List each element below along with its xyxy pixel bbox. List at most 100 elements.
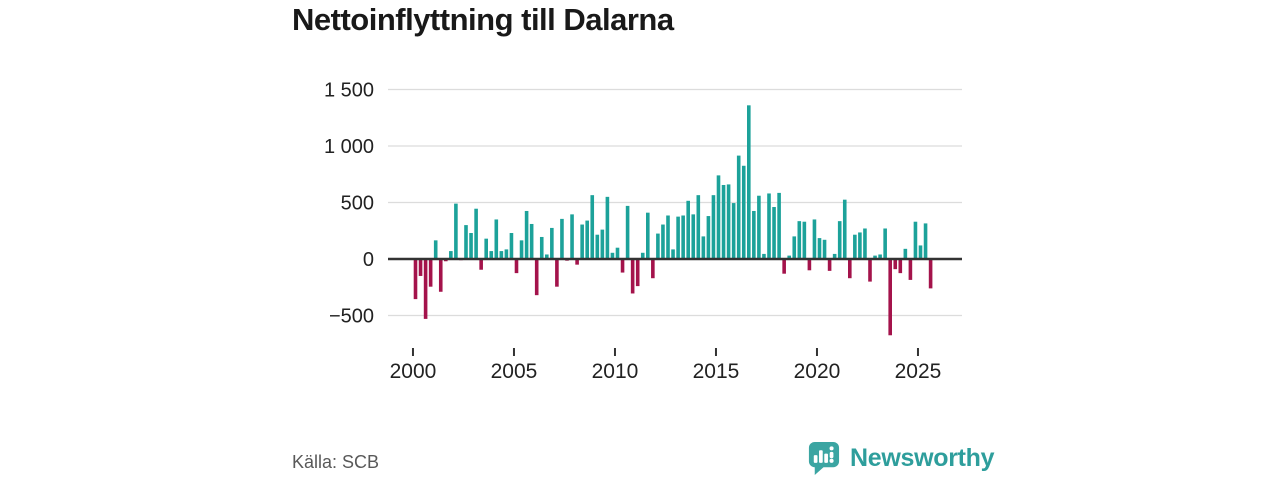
bar-positive — [787, 255, 791, 259]
bar-positive — [863, 228, 867, 259]
bar-negative — [630, 259, 635, 294]
bar-negative — [534, 259, 539, 296]
bar-positive — [878, 254, 882, 259]
bar-positive — [625, 205, 630, 259]
bar-negative — [807, 259, 812, 271]
x-axis-label: 2000 — [390, 360, 437, 383]
bar-negative — [848, 259, 852, 279]
newsworthy-chart-bubble-icon — [808, 441, 840, 476]
bar-positive — [726, 184, 731, 259]
bar-positive — [701, 236, 706, 259]
bar-positive — [595, 234, 600, 259]
bar-positive — [661, 224, 665, 259]
bar-positive — [913, 221, 918, 259]
bar-negative — [898, 259, 903, 274]
bar-positive — [731, 203, 736, 259]
bar-negative — [827, 259, 832, 271]
chart-title: Nettoinflyttning till Dalarna — [292, 2, 674, 37]
bar-positive — [529, 223, 534, 259]
bar-positive — [696, 195, 701, 259]
bar-positive — [918, 245, 923, 259]
bar-positive — [741, 165, 746, 259]
bar-negative — [555, 259, 559, 287]
bar-positive — [656, 233, 660, 259]
bar-negative — [635, 259, 640, 287]
bar-positive — [676, 216, 680, 259]
newsworthy-logo: Newsworthy — [806, 440, 995, 476]
bar-positive — [923, 223, 928, 259]
bar-positive — [767, 193, 771, 259]
bar-positive — [433, 240, 438, 259]
bar-negative — [575, 259, 579, 265]
bar-positive — [646, 212, 650, 259]
bar-positive — [504, 249, 509, 259]
bar-negative — [479, 259, 483, 270]
bar-positive — [509, 233, 514, 259]
bar-positive — [691, 214, 696, 259]
bar-positive — [600, 229, 605, 259]
bar-negative — [620, 259, 625, 273]
bar-positive — [822, 239, 827, 259]
bar-positive — [590, 195, 595, 259]
bar-positive — [853, 234, 857, 259]
bar-positive — [817, 238, 822, 259]
bar-positive — [524, 210, 529, 259]
bar-negative — [908, 259, 913, 280]
bar-positive — [873, 255, 877, 259]
bar-positive — [545, 254, 549, 259]
bar-positive — [812, 219, 817, 259]
bar-positive — [671, 249, 675, 259]
bar-positive — [464, 225, 468, 259]
x-axis-label: 2020 — [794, 360, 841, 383]
x-axis-label: 2005 — [491, 360, 538, 383]
y-axis-label: 0 — [363, 249, 374, 271]
bar-positive — [686, 200, 690, 259]
bar-positive — [681, 215, 685, 259]
bar-positive — [762, 253, 766, 259]
bar-positive — [474, 208, 478, 259]
bar-positive — [802, 221, 807, 259]
bar-negative — [928, 259, 933, 289]
bar-positive — [883, 228, 887, 259]
bar-positive — [716, 175, 721, 259]
bar-positive — [736, 155, 741, 259]
bar-positive — [489, 251, 494, 259]
bar-positive — [449, 251, 453, 259]
bar-positive — [842, 199, 847, 259]
bar-positive — [832, 253, 837, 259]
bar-positive — [499, 251, 504, 259]
bar-negative — [651, 259, 655, 279]
bar-negative — [868, 259, 872, 282]
bar-negative — [418, 259, 423, 276]
y-axis-label: 1 000 — [324, 136, 374, 158]
bar-positive — [585, 220, 589, 259]
bar-negative — [514, 259, 519, 274]
source-note: Källa: SCB — [292, 452, 380, 472]
bar-positive — [747, 105, 751, 259]
bar-positive — [494, 219, 499, 259]
bar-negative — [428, 259, 433, 287]
bar-positive — [519, 240, 524, 259]
bar-positive — [484, 238, 488, 259]
y-axis-label: −500 — [329, 306, 374, 328]
bar-positive — [711, 195, 716, 259]
bar-positive — [706, 216, 711, 259]
bar-positive — [539, 236, 544, 259]
bar-positive — [610, 252, 615, 259]
bar-negative — [782, 259, 786, 274]
bar-positive — [792, 236, 797, 259]
bar-positive — [752, 210, 756, 259]
bar-positive — [615, 247, 620, 259]
bar-positive — [570, 214, 574, 259]
y-axis-label: 500 — [341, 193, 374, 215]
bar-positive — [560, 218, 564, 259]
bar-negative — [438, 259, 443, 292]
bar-positive — [454, 203, 458, 259]
bar-positive — [837, 221, 842, 259]
bar-positive — [797, 221, 802, 259]
bar-positive — [903, 248, 908, 259]
bar-positive — [550, 227, 554, 259]
bar-negative — [413, 259, 418, 300]
